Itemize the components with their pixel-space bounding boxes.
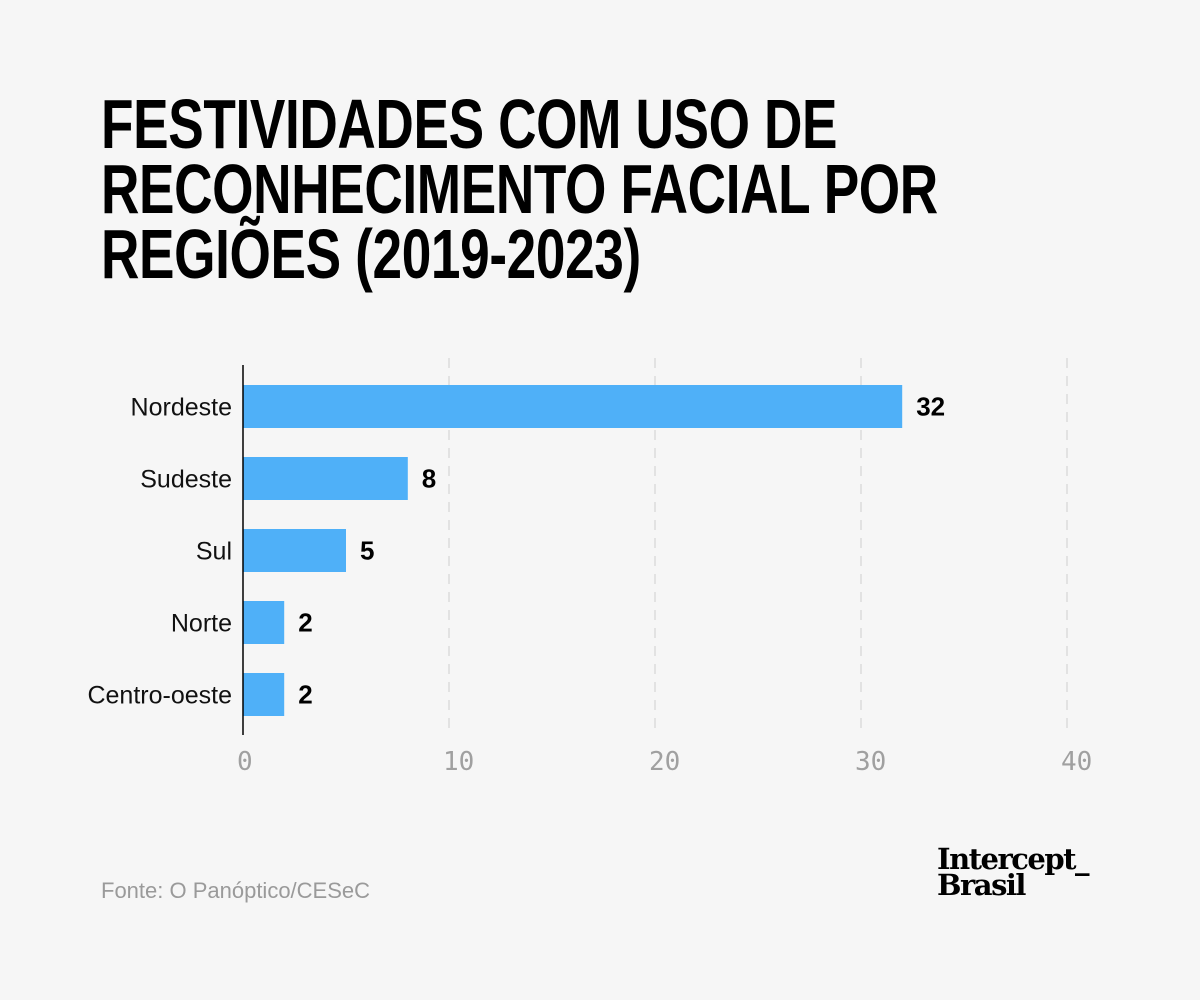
chart-title: FESTIVIDADES COM USO DE RECONHECIMENTO F… — [101, 85, 938, 293]
source-note: Fonte: O Panóptico/CESeC — [101, 878, 371, 903]
bar — [243, 457, 408, 500]
title-line: RECONHECIMENTO FACIAL POR — [101, 150, 938, 228]
title-line: REGIÕES (2019-2023) — [101, 215, 641, 293]
bar — [243, 529, 346, 572]
category-label: Sudeste — [140, 466, 232, 494]
category-label: Nordeste — [131, 394, 232, 422]
data-label: 5 — [360, 536, 374, 566]
category-label: Norte — [171, 610, 232, 638]
x-tick-label: 10 — [443, 747, 474, 777]
bar — [243, 601, 285, 644]
x-tick-label: 20 — [649, 747, 680, 777]
data-label: 8 — [422, 464, 436, 494]
category-label: Sul — [196, 538, 232, 566]
category-label: Centro-oeste — [87, 682, 232, 710]
x-tick-label: 30 — [855, 747, 886, 777]
bar — [243, 385, 903, 428]
x-tick-label: 0 — [237, 747, 253, 777]
intercept-brasil-logo: Intercept_ Brasil — [937, 842, 1090, 902]
bar — [243, 673, 285, 716]
logo-line: Intercept_ — [937, 842, 1090, 876]
data-label: 2 — [298, 608, 312, 638]
data-label: 2 — [298, 680, 312, 710]
logo-line: Brasil — [937, 868, 1026, 902]
title-line: FESTIVIDADES COM USO DE — [101, 85, 838, 163]
x-tick-label: 40 — [1061, 747, 1092, 777]
data-label: 32 — [916, 392, 945, 422]
